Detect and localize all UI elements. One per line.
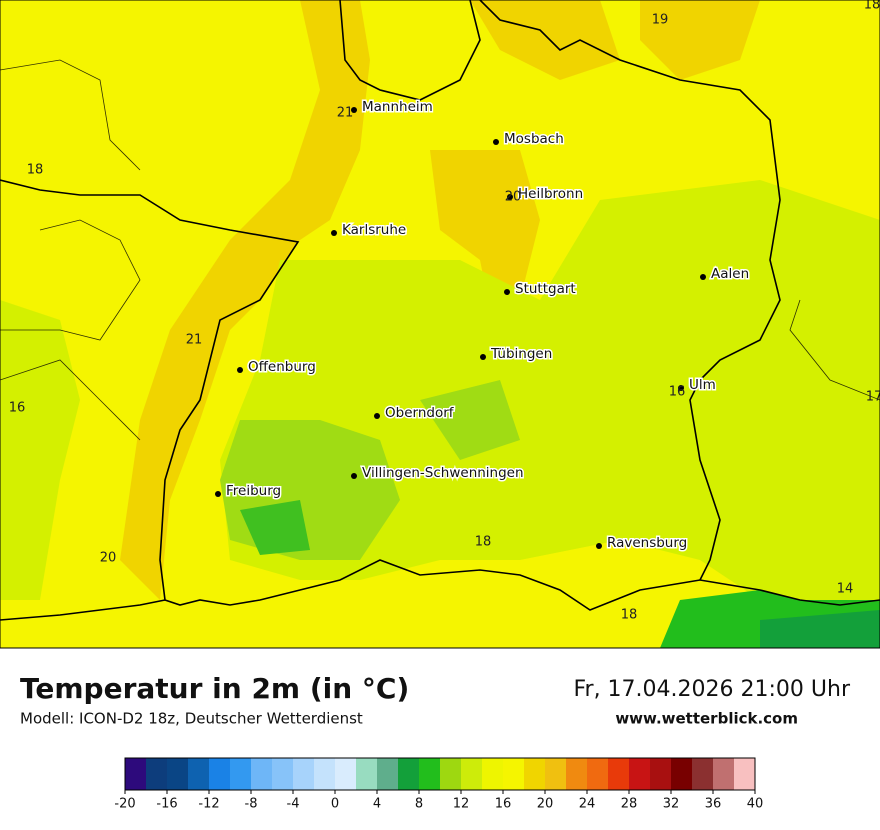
city-dot: [237, 367, 243, 373]
colorbar-tick-label: 28: [621, 797, 638, 812]
colorbar-bin: [209, 758, 231, 790]
city-dot: [493, 139, 499, 145]
temperature-label: 18: [621, 608, 638, 623]
colorbar-bin: [356, 758, 378, 790]
city-label: Mosbach: [504, 131, 564, 147]
colorbar-bin: [671, 758, 693, 790]
colorbar-bin: [545, 758, 567, 790]
colorbar-bin: [482, 758, 504, 790]
colorbar-tick-label: -12: [198, 797, 219, 812]
city-label: Oberndorf: [385, 405, 455, 421]
colorbar-tick-label: -16: [156, 797, 177, 812]
colorbar-tick-label: -8: [245, 797, 258, 812]
colorbar-tick-label: 0: [331, 797, 339, 812]
city-label: Offenburg: [248, 359, 316, 375]
colorbar-bin: [272, 758, 294, 790]
colorbar-bin: [419, 758, 441, 790]
city-dot: [331, 230, 337, 236]
model: Modell: ICON-D2 18z, Deutscher Wetterdie…: [20, 710, 363, 728]
colorbar-bin: [629, 758, 651, 790]
colorbar-bin: [503, 758, 525, 790]
city-dot: [480, 354, 486, 360]
datetime: Fr, 17.04.2026 21:00 Uhr: [573, 677, 850, 702]
colorbar-tick-label: 16: [495, 797, 512, 812]
colorbar-tick-label: -20: [114, 797, 135, 812]
temperature-label: 18: [864, 0, 880, 13]
colorbar-bin: [293, 758, 315, 790]
colorbar-tick-label: 24: [579, 797, 596, 812]
temperature-label: 18: [475, 535, 492, 550]
city-dot: [678, 385, 684, 391]
temperature-label: 16: [9, 401, 26, 416]
temperature-label: 21: [186, 333, 203, 348]
temperature-label: 17: [866, 390, 880, 405]
temperature-label: 20: [100, 551, 117, 566]
colorbar-tick-label: 32: [663, 797, 680, 812]
city-label: Stuttgart: [515, 281, 576, 297]
title: Temperatur in 2m (in °C): [20, 672, 409, 705]
temperature-layer: 19 18 21 18 20 21 16 17 16 20 18 18 14: [9, 0, 880, 623]
colorbar-bin: [650, 758, 672, 790]
temperature-label: 19: [652, 13, 669, 28]
colorbar-frame: [124, 757, 756, 791]
city-dot: [504, 289, 510, 295]
colorbar-bin: [692, 758, 714, 790]
city-dot: [507, 194, 513, 200]
colorbar-bin: [146, 758, 168, 790]
colorbar-bin: [524, 758, 546, 790]
borders: [0, 0, 880, 621]
colorbar-bin: [587, 758, 609, 790]
city-label: Ravensburg: [607, 535, 687, 551]
temperature-label: 21: [337, 106, 354, 121]
colorbar: -20 -16 -12 -8 -4 0 4 8 12 16 20 24 28 32 36 40: [114, 757, 764, 812]
minor-borders: [0, 59, 880, 441]
city-dot: [351, 107, 357, 113]
map-frame: [0, 0, 880, 649]
city-label: Aalen: [711, 266, 749, 282]
colorbar-bin: [398, 758, 420, 790]
city-label: Tübingen: [490, 346, 552, 362]
colorbar-bin: [440, 758, 462, 790]
colorbar-bin: [335, 758, 357, 790]
temperature-label: 14: [837, 582, 854, 597]
colorbar-bin: [251, 758, 273, 790]
colorbar-bin: [167, 758, 189, 790]
colorbar-bin: [461, 758, 483, 790]
colorbar-bin: [314, 758, 336, 790]
city-dot: [215, 491, 221, 497]
city-dot: [374, 413, 380, 419]
colorbar-bin: [188, 758, 210, 790]
city-label: Heilbronn: [518, 186, 583, 202]
temperature-label: 18: [27, 163, 44, 178]
colorbar-bin: [125, 758, 147, 790]
colorbar-bin: [713, 758, 735, 790]
colorbar-bin: [734, 758, 756, 790]
colorbar-tick-label: 8: [415, 797, 423, 812]
temperature-label: 20: [505, 190, 522, 205]
colorbar-bin: [608, 758, 630, 790]
colorbar-tick-label: 4: [373, 797, 381, 812]
colorbar-tick-label: 12: [453, 797, 470, 812]
colorbar-tick-label: 36: [705, 797, 722, 812]
city-dot: [700, 274, 706, 280]
website: www.wetterblick.com: [615, 710, 798, 728]
colorbar-tick-label: -4: [287, 797, 300, 812]
temperature-label: 16: [669, 385, 686, 400]
city-dot: [351, 473, 357, 479]
city-label: Mannheim: [362, 99, 433, 115]
colorbar-bin: [566, 758, 588, 790]
city-label: Ulm: [689, 377, 716, 393]
city-dot: [596, 543, 602, 549]
colorbar-bin: [377, 758, 399, 790]
city-label: Villingen-Schwenningen: [362, 465, 524, 481]
colorbar-tick-label: 40: [747, 797, 764, 812]
colorbar-bin: [230, 758, 252, 790]
city-layer: Mannheim Mosbach Heilbronn Karlsruhe Aalen St…: [215, 98, 751, 553]
city-label: Freiburg: [226, 483, 281, 499]
city-label: Karlsruhe: [342, 222, 406, 238]
colorbar-tick-label: 20: [537, 797, 554, 812]
map-background: [0, 0, 880, 648]
